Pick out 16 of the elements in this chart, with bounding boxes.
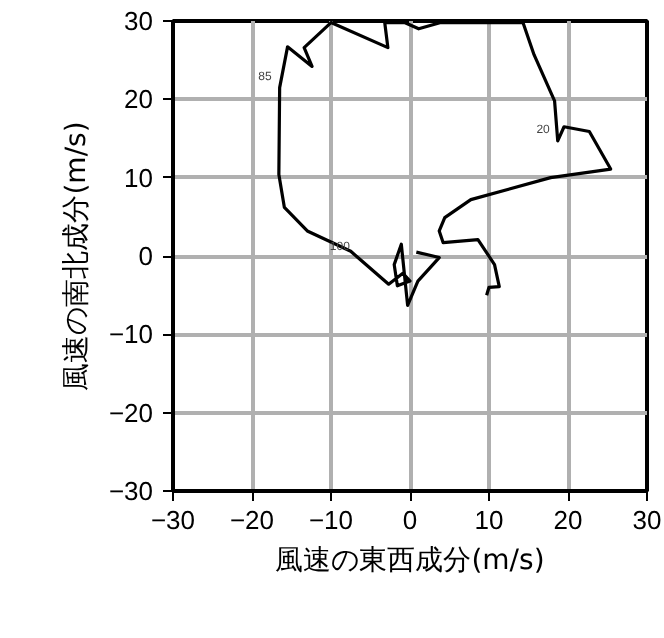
y-tick-label: −10 bbox=[108, 319, 154, 350]
y-tick-label: −20 bbox=[108, 397, 154, 428]
y-tick-label: 30 bbox=[124, 6, 154, 36]
x-tick-label: 30 bbox=[632, 505, 662, 535]
y-axis-title: 風速の南北成分(m/s) bbox=[60, 121, 93, 391]
y-tick-label: 10 bbox=[124, 162, 154, 193]
y-tick-label: −30 bbox=[108, 476, 154, 506]
x-tick-label: −20 bbox=[229, 505, 275, 535]
x-tick-label: 0 bbox=[402, 505, 418, 535]
x-tick-label: −10 bbox=[308, 505, 354, 535]
x-tick-label: 20 bbox=[553, 505, 583, 535]
x-tick-label: −30 bbox=[150, 505, 196, 535]
x-tick-label: 10 bbox=[474, 505, 504, 535]
y-tick-label: 0 bbox=[138, 241, 154, 271]
y-tick-label: 20 bbox=[124, 84, 154, 115]
x-axis-title: 風速の東西成分(m/s) bbox=[275, 545, 545, 577]
